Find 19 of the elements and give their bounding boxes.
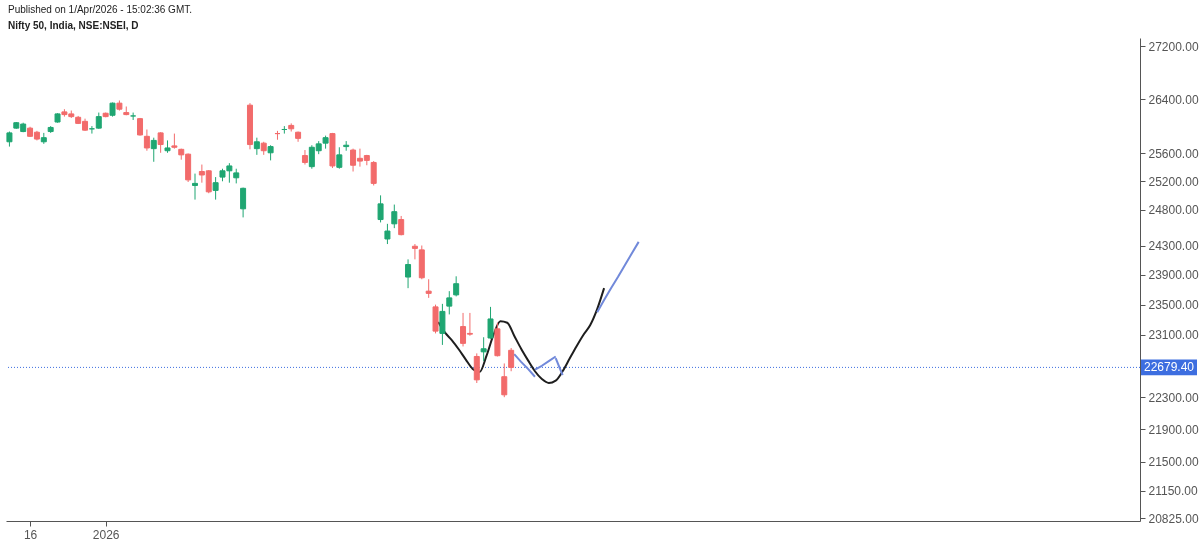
y-tick-label: 27200.00 xyxy=(1148,39,1199,54)
chart-title: Nifty 50, India, NSE:NSEI, D xyxy=(8,20,139,31)
y-tick-label: 21500.00 xyxy=(1148,455,1199,470)
y-tick-label: 25600.00 xyxy=(1148,146,1199,161)
y-tick-label: 23100.00 xyxy=(1148,328,1199,343)
y-tick-label: 21900.00 xyxy=(1148,422,1199,437)
x-tick-label: 2026 xyxy=(92,527,120,542)
y-tick-label: 23900.00 xyxy=(1148,268,1199,283)
y-tick-label: 26400.00 xyxy=(1148,92,1199,107)
y-tick-label: 21150.00 xyxy=(1148,484,1198,499)
y-tick-label: 24800.00 xyxy=(1148,203,1199,218)
x-tick-label: 16 xyxy=(23,527,38,542)
text: Published on 1/Apr/2026 - 15:02:36 GMT. xyxy=(8,4,193,15)
ref-line-label: 22679.40 xyxy=(1143,360,1195,375)
y-tick-label: 25200.00 xyxy=(1148,174,1199,189)
y-tick-label: 22300.00 xyxy=(1148,390,1199,405)
y-tick-label: 23500.00 xyxy=(1148,298,1199,313)
y-tick-label: 24300.00 xyxy=(1148,239,1199,254)
y-tick-label: 20825.00 xyxy=(1148,511,1199,526)
